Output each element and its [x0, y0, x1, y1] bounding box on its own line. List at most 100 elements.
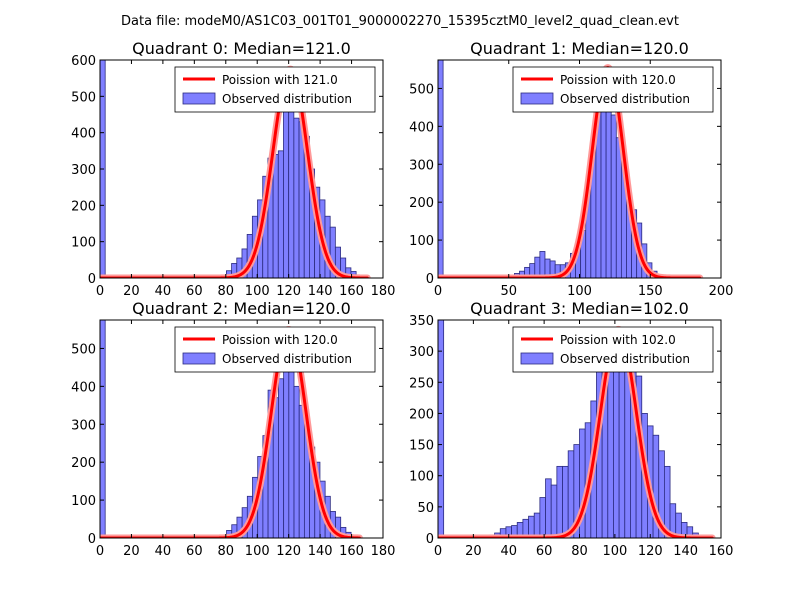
y-tick-label: 250	[409, 376, 434, 391]
subplot-quadrant-0: 0 20 40 60 80 100 120 140 160 180 0 100 200 300 400 500…	[71, 39, 395, 299]
histogram-bar	[686, 526, 694, 538]
poisson-curve	[438, 66, 702, 278]
x-tick-label: 100	[567, 284, 592, 299]
x-tick-label: 100	[245, 544, 270, 559]
x-tick-label: 180	[371, 284, 396, 299]
histogram-bar	[272, 397, 279, 538]
x-tick-label: 40	[155, 544, 172, 559]
y-tick-label: 0	[426, 532, 434, 547]
histogram-bar	[610, 114, 617, 278]
y-tick-label: 150	[409, 439, 434, 454]
y-tick-label: 600	[71, 54, 96, 69]
subplot-title: Quadrant 0: Median=121.0	[132, 39, 351, 58]
y-tick-label: 300	[71, 163, 96, 178]
subplot-title: Quadrant 3: Median=102.0	[470, 299, 689, 318]
legend-box	[512, 326, 714, 373]
axes-frame	[99, 319, 384, 539]
plot-area	[100, 320, 363, 538]
y-tick-label: 200	[409, 407, 434, 422]
poisson-curve	[100, 327, 361, 538]
x-tick-label: 60	[186, 544, 203, 559]
x-tick-label: 0	[96, 284, 104, 299]
legend-entry-curve: Poission with 120.0	[560, 73, 676, 87]
histogram-bar	[539, 251, 546, 278]
legend-entry-curve: Poission with 102.0	[560, 333, 676, 347]
y-tick-label: 100	[71, 494, 96, 509]
y-tick-label: 50	[417, 501, 434, 516]
legend-box	[512, 66, 714, 113]
histogram-bar	[539, 497, 546, 538]
legend: Poission with 102.0 Observed distribution	[512, 326, 714, 373]
histogram-bar	[278, 378, 285, 538]
x-tick-label: 40	[500, 544, 517, 559]
x-tick-label: 200	[709, 284, 734, 299]
histogram-bar	[277, 150, 284, 278]
figure-suptitle: Data file: modeM0/AS1C03_001T01_90000022…	[121, 14, 679, 29]
x-tick-label: 140	[308, 544, 333, 559]
x-tick-label: 100	[245, 284, 270, 299]
x-tick-label: 60	[536, 544, 553, 559]
x-tick-label: 140	[308, 284, 333, 299]
legend-entry-bars: Observed distribution	[222, 92, 352, 106]
histogram-bar	[664, 465, 671, 538]
histogram-bar	[533, 512, 541, 538]
legend-entry-bars: Observed distribution	[560, 92, 690, 106]
x-tick-label: 150	[638, 284, 663, 299]
y-tick-label: 200	[409, 196, 434, 211]
legend-box	[174, 66, 376, 113]
legend-entry-bars: Observed distribution	[222, 352, 352, 366]
subplot-title: Quadrant 1: Median=120.0	[470, 39, 689, 58]
histogram-bar	[607, 356, 614, 538]
y-tick-label: 400	[71, 127, 96, 142]
x-tick-label: 0	[434, 544, 442, 559]
y-tick-label: 500	[71, 342, 96, 357]
legend-entry-curve: Poission with 121.0	[222, 73, 338, 87]
histogram-bar	[438, 60, 444, 278]
histogram-bar	[293, 117, 300, 278]
legend: Poission with 120.0 Observed distribution	[512, 66, 714, 113]
legend-bar-swatch	[182, 92, 216, 105]
histogram-bar	[556, 465, 563, 538]
plot-area	[438, 60, 704, 278]
histogram-bar	[298, 404, 305, 538]
legend-bar-swatch	[182, 352, 216, 365]
y-tick-label: 100	[409, 470, 434, 485]
histogram-bar	[545, 478, 552, 538]
poisson-curve	[100, 67, 369, 278]
x-tick-label: 180	[371, 544, 396, 559]
histogram-bar	[613, 344, 620, 538]
y-tick-label: 400	[71, 380, 96, 395]
x-tick-label: 20	[123, 544, 140, 559]
x-tick-label: 140	[673, 544, 698, 559]
x-tick-label: 0	[96, 544, 104, 559]
poisson-curve	[438, 327, 714, 538]
x-tick-label: 120	[638, 544, 663, 559]
x-tick-label: 80	[218, 544, 235, 559]
x-tick-label: 160	[339, 284, 364, 299]
x-tick-label: 40	[155, 284, 172, 299]
histogram-bar	[438, 320, 445, 538]
legend-entry-curve: Poission with 120.0	[222, 333, 338, 347]
histogram-bar	[550, 484, 558, 538]
y-tick-label: 300	[409, 158, 434, 173]
histogram-bar	[283, 106, 290, 278]
histogram-bar	[562, 465, 569, 538]
x-tick-label: 20	[465, 544, 482, 559]
histogram-bar	[615, 137, 622, 278]
y-tick-label: 100	[409, 234, 434, 249]
histogram-bar	[293, 385, 300, 538]
x-tick-label: 0	[434, 284, 442, 299]
y-tick-label: 350	[409, 314, 434, 329]
histogram-bar	[283, 355, 290, 538]
y-tick-label: 400	[409, 120, 434, 135]
x-tick-label: 120	[276, 544, 301, 559]
subplot-quadrant-1: 0 50 100 150 200 0 100 200 300 400 500 Quadrant 1: …	[409, 39, 733, 299]
x-tick-label: 50	[500, 284, 517, 299]
subplot-quadrant-3: 0 20 40 60 80 100 120 140 160 0 50 100 150 200 250 300 3…	[409, 299, 733, 559]
subplot-title: Quadrant 2: Median=120.0	[132, 299, 351, 318]
x-tick-label: 80	[218, 284, 235, 299]
legend-bar-swatch	[520, 92, 554, 105]
subplot-grid: 0 20 40 60 80 100 120 140 160 1800100200300400500…	[71, 39, 733, 559]
subplot-quadrant-2: 0 20 40 60 80 100 120 140 160 180 0 100 200 300 400 500…	[71, 299, 395, 559]
y-tick-label: 0	[88, 532, 96, 547]
